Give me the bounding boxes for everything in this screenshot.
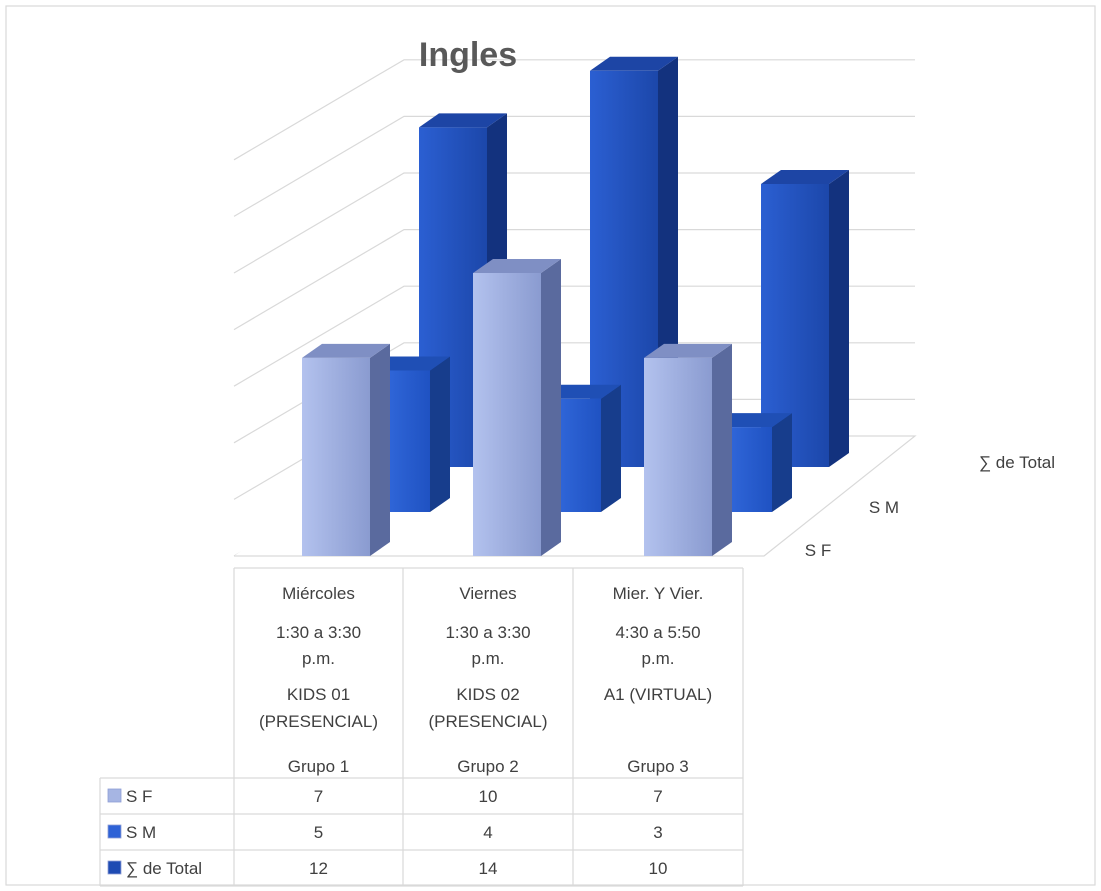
category-label: KIDS 02	[456, 685, 519, 704]
table-value: 14	[479, 859, 498, 878]
bar-side	[601, 384, 621, 512]
bar-s-f-2	[473, 259, 561, 556]
legend-key	[107, 788, 122, 803]
depth-label: S F	[805, 541, 831, 560]
chart-title: Ingles	[419, 36, 517, 74]
category-label: Mier. Y Vier.	[613, 584, 704, 603]
bar-side	[541, 259, 561, 556]
data-table: Miércoles 1:30 a 3:30 p.m. KIDS 01 (PRESENCI…	[99, 567, 744, 887]
gridline	[233, 59, 915, 161]
gridline	[233, 285, 915, 387]
gridline	[233, 172, 915, 274]
legend-key	[107, 860, 122, 875]
category-label: 1:30 a 3:30	[276, 623, 361, 642]
category-label: KIDS 01	[287, 685, 350, 704]
category-label: p.m.	[471, 649, 504, 668]
category-label: Viernes	[459, 584, 516, 603]
category-label: p.m.	[302, 649, 335, 668]
bar-s-f-3	[644, 343, 732, 556]
category-label: Miércoles	[282, 584, 355, 603]
category-label: p.m.	[641, 649, 674, 668]
table-value: 10	[479, 787, 498, 806]
bar-front	[473, 273, 541, 556]
bar-top	[302, 343, 390, 358]
category-label: 1:30 a 3:30	[445, 623, 530, 642]
category-label: Grupo 3	[627, 757, 688, 776]
bar--de-total-3	[761, 170, 849, 467]
table-value: 10	[649, 859, 668, 878]
category-label: 4:30 a 5:50	[615, 623, 700, 642]
bar-s-f-1	[302, 343, 390, 556]
gridline	[233, 342, 915, 444]
category-label: Grupo 2	[457, 757, 518, 776]
bar-side	[829, 170, 849, 467]
bar-side	[712, 343, 732, 556]
table-value: 3	[653, 823, 662, 842]
legend-label: S F	[126, 787, 152, 806]
bar-top	[419, 113, 507, 128]
table-value: 7	[653, 787, 662, 806]
table-value: 12	[309, 859, 328, 878]
bar-front	[302, 357, 370, 556]
bar-top	[473, 259, 561, 273]
legend-label: ∑ de Total	[126, 859, 202, 878]
depth-label: ∑ de Total	[979, 453, 1055, 472]
category-label: (PRESENCIAL)	[428, 712, 547, 731]
bars-layer	[302, 56, 849, 556]
category-label: (PRESENCIAL)	[259, 712, 378, 731]
legend-label: S M	[126, 823, 156, 842]
bar-side	[430, 356, 450, 512]
bar-top	[761, 170, 849, 184]
bar-front	[644, 357, 712, 556]
category-label: A1 (VIRTUAL)	[604, 685, 712, 704]
depth-axis-labels: ∑ de Total S M S F	[805, 453, 1055, 560]
bar-side	[772, 413, 792, 512]
table-value: 4	[483, 823, 492, 842]
gridline	[233, 115, 915, 217]
bar-top	[590, 56, 678, 71]
category-label: Grupo 1	[288, 757, 349, 776]
depth-label: S M	[869, 498, 899, 517]
table-value: 7	[314, 787, 323, 806]
gridline	[233, 229, 915, 331]
table-value: 5	[314, 823, 323, 842]
bar-side	[370, 343, 390, 556]
legend-key	[107, 824, 122, 839]
bar-top	[644, 343, 732, 358]
